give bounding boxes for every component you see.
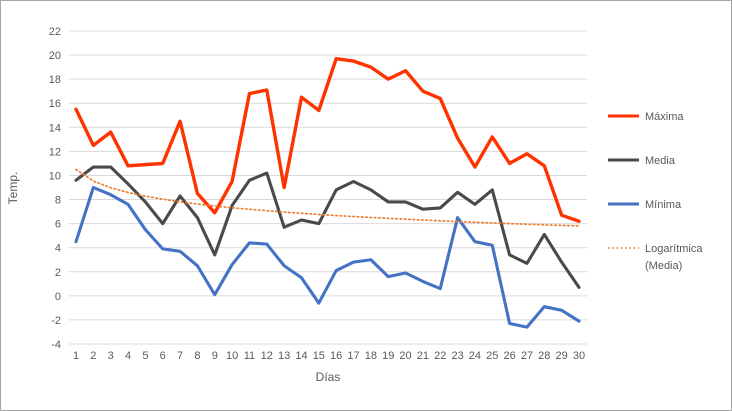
x-tick-label: 20 — [399, 350, 411, 362]
legend-label-minima: Mínima — [645, 199, 682, 211]
x-axis-title: Días — [316, 370, 341, 384]
x-tick-label: 6 — [160, 350, 166, 362]
x-tick-label: 29 — [556, 350, 568, 362]
series-line-minima — [74, 185, 581, 329]
y-tick-label: 20 — [49, 50, 61, 62]
x-tick-label: 21 — [417, 350, 429, 362]
y-tick-label: 16 — [49, 98, 61, 110]
gridlines — [69, 30, 587, 345]
y-tick-label: 0 — [55, 291, 61, 303]
x-tick-label: 24 — [469, 350, 481, 362]
x-tick-label: 30 — [573, 350, 585, 362]
x-tick-label: 12 — [261, 350, 273, 362]
y-tick-label: 2 — [55, 267, 61, 279]
legend: Máxima Media Mínima Logarítmica (Media) — [608, 111, 703, 272]
series-line-media — [74, 165, 581, 289]
y-tick-label: -4 — [51, 339, 61, 351]
y-tick-label: 8 — [55, 195, 61, 207]
x-tick-label: 4 — [125, 350, 131, 362]
y-tick-label: 10 — [49, 170, 61, 182]
series-line-maxima — [74, 56, 581, 223]
x-tick-label: 19 — [382, 350, 394, 362]
x-tick-label: 3 — [108, 350, 114, 362]
x-tick-label: 10 — [226, 350, 238, 362]
legend-item-minima: Mínima — [608, 199, 682, 211]
y-tick-label: 6 — [55, 219, 61, 231]
x-tick-label: 26 — [503, 350, 515, 362]
x-tick-label: 14 — [295, 350, 307, 362]
y-tick-label: 4 — [55, 243, 61, 255]
x-tick-label: 18 — [365, 350, 377, 362]
y-tick-label: 12 — [49, 146, 61, 158]
legend-item-media: Media — [608, 155, 676, 167]
x-tick-label: 1 — [73, 350, 79, 362]
x-tick-label: 16 — [330, 350, 342, 362]
x-axis-tick-labels: 1 2 3 4 5 6 7 8 9 10 11 12 13 14 15 16 17 18 19 20 21 22 23 24 2… — [73, 350, 585, 362]
x-tick-label: 11 — [244, 350, 255, 362]
series-lines — [74, 56, 581, 329]
legend-label-logaritmica-media: (Media) — [645, 260, 682, 272]
y-tick-label: 14 — [49, 122, 61, 134]
legend-item-logaritmica-media: Logarítmica (Media) — [608, 243, 703, 272]
x-tick-label: 17 — [347, 350, 359, 362]
y-tick-label: 22 — [49, 26, 61, 38]
series-line-logaritmica-media — [75, 168, 580, 227]
legend-item-maxima: Máxima — [608, 111, 684, 123]
y-axis-title: Temp. — [6, 172, 20, 205]
legend-label-media: Media — [645, 155, 676, 167]
y-tick-label: -2 — [51, 315, 61, 327]
x-tick-label: 15 — [313, 350, 325, 362]
x-tick-label: 13 — [278, 350, 290, 362]
x-tick-label: 5 — [142, 350, 148, 362]
x-tick-label: 8 — [194, 350, 200, 362]
x-tick-label: 28 — [538, 350, 550, 362]
x-tick-label: 27 — [521, 350, 533, 362]
x-tick-label: 9 — [212, 350, 218, 362]
x-tick-label: 23 — [451, 350, 463, 362]
legend-label-maxima: Máxima — [645, 111, 684, 123]
x-tick-label: 25 — [486, 350, 498, 362]
y-tick-label: 18 — [49, 74, 61, 86]
x-tick-label: 22 — [434, 350, 446, 362]
legend-label-logaritmica-media: Logarítmica — [645, 243, 703, 255]
x-tick-label: 2 — [90, 350, 96, 362]
x-tick-label: 7 — [177, 350, 183, 362]
